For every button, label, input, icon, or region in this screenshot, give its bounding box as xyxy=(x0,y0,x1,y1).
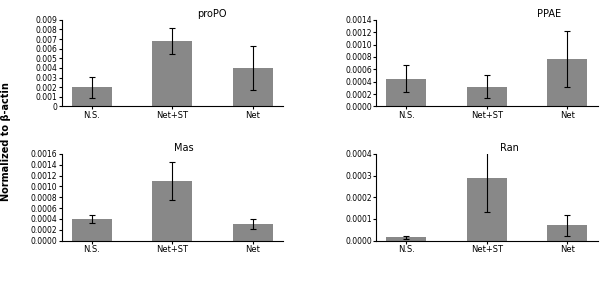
Bar xyxy=(467,87,507,106)
Title: Ran: Ran xyxy=(500,143,519,153)
Bar xyxy=(233,68,273,106)
Bar xyxy=(467,178,507,241)
Bar xyxy=(152,41,192,106)
Bar xyxy=(386,79,426,106)
Bar xyxy=(152,181,192,241)
Title: Mas: Mas xyxy=(174,143,193,153)
Bar xyxy=(547,225,588,241)
Bar xyxy=(233,224,273,241)
Title: PPAE: PPAE xyxy=(537,9,561,19)
Bar xyxy=(71,219,112,241)
Title: proPO: proPO xyxy=(198,9,227,19)
Text: Normalized to β-actin: Normalized to β-actin xyxy=(1,82,11,201)
Bar xyxy=(386,237,426,241)
Bar xyxy=(547,59,588,106)
Bar xyxy=(71,87,112,106)
